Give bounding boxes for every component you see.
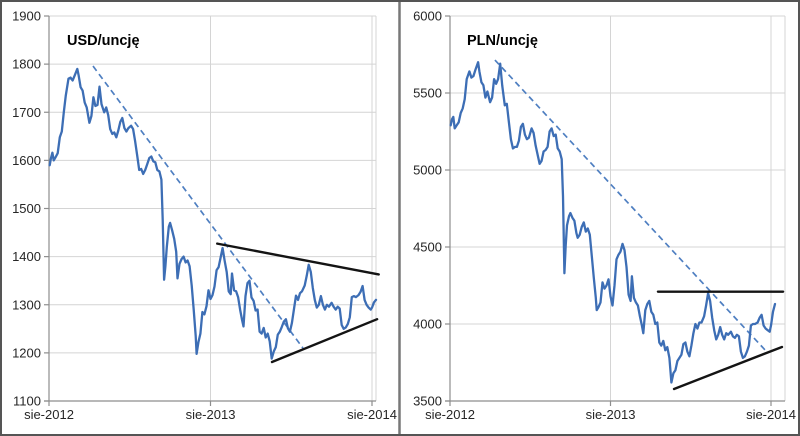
triangle-lower-line	[672, 345, 784, 391]
y-tick-label: 4500	[413, 240, 442, 255]
y-tick-label: 1700	[12, 105, 41, 120]
y-tick-label: 1500	[12, 201, 41, 216]
y-tick-label: 1800	[12, 57, 41, 72]
y-tick-label: 1600	[12, 153, 41, 168]
x-tick-label: sie-2013	[586, 407, 636, 422]
y-tick-label: 5500	[413, 86, 442, 101]
x-tick-label: sie-2012	[24, 407, 74, 422]
y-tick-label: 1400	[12, 249, 41, 264]
triangle-upper-line	[216, 242, 380, 276]
y-tick-label: 1900	[12, 9, 41, 24]
pln-chart-title: PLN/uncję	[467, 33, 538, 49]
usd-per-ounce-chart: 1100 1200 1300 1400 1500 1600 1700 1800 1900 sie-…	[12, 9, 397, 423]
y-tick-label: 1100	[13, 394, 41, 409]
y-tick-label: 1300	[12, 297, 41, 312]
y-tick-label: 6000	[413, 9, 442, 24]
price-line	[449, 61, 777, 384]
price-line	[48, 67, 378, 360]
y-tick-label: 1200	[12, 345, 41, 360]
x-tick-label: sie-2012	[425, 407, 475, 422]
y-tick-label: 5000	[413, 163, 442, 178]
x-tick-label: sie-2014	[347, 407, 397, 422]
x-tick-label: sie-2014	[746, 407, 796, 422]
usd-chart-title: USD/uncję	[67, 33, 140, 49]
x-tick-label: sie-2013	[186, 407, 236, 422]
triangle-lower-line	[270, 317, 379, 364]
y-tick-label: 4000	[413, 317, 442, 332]
pln-per-ounce-chart: 3500 4000 4500 5000 5500 6000 sie-2012 sie-2013…	[413, 9, 796, 423]
y-tick-label: 3500	[413, 394, 442, 409]
downtrend-dashed-line	[494, 59, 768, 353]
downtrend-dashed-line	[92, 65, 304, 349]
